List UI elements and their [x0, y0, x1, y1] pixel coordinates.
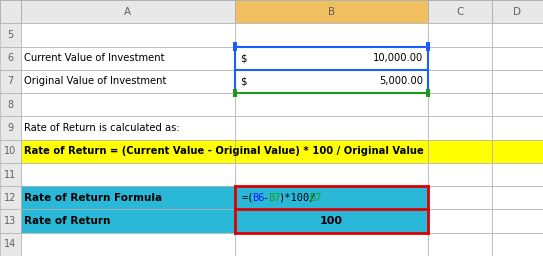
Text: -: -: [262, 193, 269, 203]
Bar: [235, 140, 428, 163]
Bar: [428, 163, 492, 186]
Text: 8: 8: [7, 100, 14, 110]
Bar: [492, 233, 543, 256]
Text: $: $: [241, 77, 247, 87]
Text: 10,000.00: 10,000.00: [373, 53, 424, 63]
Bar: [235, 47, 428, 70]
Bar: [21, 186, 235, 209]
Text: 13: 13: [4, 216, 16, 226]
Bar: [492, 140, 543, 163]
Text: 9: 9: [7, 123, 14, 133]
Text: 6: 6: [7, 53, 14, 63]
Bar: [492, 186, 543, 209]
Bar: [21, 93, 235, 116]
Bar: [21, 0, 235, 23]
Bar: [233, 89, 237, 97]
Bar: [235, 93, 428, 116]
Text: C: C: [456, 7, 464, 17]
Bar: [428, 0, 492, 23]
Bar: [21, 47, 235, 70]
Text: B6: B6: [252, 193, 264, 203]
Bar: [0, 23, 21, 47]
Bar: [428, 233, 492, 256]
Bar: [235, 233, 428, 256]
Text: 5,000.00: 5,000.00: [380, 77, 424, 87]
Text: 5: 5: [7, 30, 14, 40]
Bar: [21, 163, 235, 186]
Bar: [492, 23, 543, 47]
Bar: [21, 209, 235, 233]
Bar: [235, 0, 428, 23]
Bar: [0, 233, 21, 256]
Bar: [428, 140, 492, 163]
Text: B: B: [328, 7, 335, 17]
Bar: [492, 47, 543, 70]
Text: Current Value of Investment: Current Value of Investment: [24, 53, 165, 63]
Bar: [0, 186, 21, 209]
Bar: [0, 140, 21, 163]
Text: 7: 7: [7, 77, 14, 87]
Text: )*100/: )*100/: [278, 193, 315, 203]
Bar: [0, 47, 21, 70]
Bar: [235, 23, 428, 47]
Text: Rate of Return: Rate of Return: [24, 216, 111, 226]
Bar: [21, 70, 235, 93]
Bar: [233, 42, 237, 51]
Text: B7: B7: [268, 193, 280, 203]
Text: 100: 100: [320, 216, 343, 226]
Text: Rate of Return Formula: Rate of Return Formula: [24, 193, 162, 203]
Bar: [428, 47, 492, 70]
Bar: [21, 23, 235, 47]
Bar: [0, 0, 21, 23]
Bar: [492, 70, 543, 93]
Bar: [428, 93, 492, 116]
Bar: [0, 93, 21, 116]
Bar: [492, 163, 543, 186]
Bar: [492, 0, 543, 23]
Bar: [235, 209, 428, 233]
Text: Rate of Return is calculated as:: Rate of Return is calculated as:: [24, 123, 180, 133]
Bar: [235, 70, 428, 93]
Bar: [428, 70, 492, 93]
Text: A: A: [124, 7, 131, 17]
Text: 14: 14: [4, 239, 16, 249]
Text: 11: 11: [4, 169, 16, 179]
Text: 12: 12: [4, 193, 16, 203]
Bar: [0, 116, 21, 140]
Text: B7: B7: [309, 193, 322, 203]
Bar: [426, 42, 430, 51]
Bar: [235, 186, 428, 209]
Bar: [428, 209, 492, 233]
Bar: [21, 116, 235, 140]
Bar: [492, 116, 543, 140]
Text: D: D: [514, 7, 521, 17]
Bar: [235, 116, 428, 140]
Bar: [426, 89, 430, 97]
Bar: [0, 209, 21, 233]
Text: =(: =(: [242, 193, 254, 203]
Bar: [428, 23, 492, 47]
Text: $: $: [241, 53, 247, 63]
Bar: [492, 209, 543, 233]
Text: Rate of Return = (Current Value - Original Value) * 100 / Original Value: Rate of Return = (Current Value - Origin…: [24, 146, 424, 156]
Text: 10: 10: [4, 146, 16, 156]
Bar: [492, 93, 543, 116]
Bar: [0, 70, 21, 93]
Bar: [21, 233, 235, 256]
Bar: [21, 140, 235, 163]
Bar: [235, 163, 428, 186]
Bar: [428, 116, 492, 140]
Text: Original Value of Investment: Original Value of Investment: [24, 77, 167, 87]
Bar: [428, 186, 492, 209]
Bar: [0, 163, 21, 186]
